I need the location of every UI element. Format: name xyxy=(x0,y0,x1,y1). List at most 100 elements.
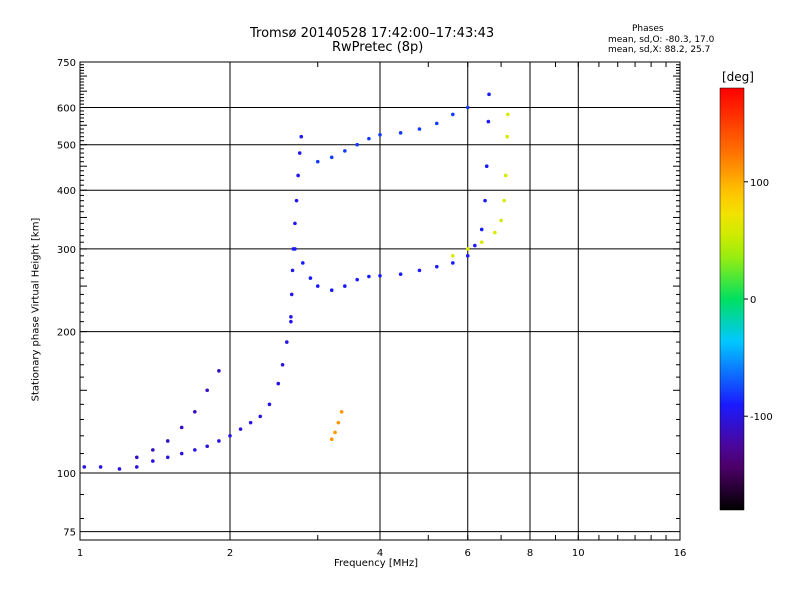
y-tick-label: 100 xyxy=(57,469,76,480)
colorbar-tick-label: 0 xyxy=(750,295,756,306)
data-point xyxy=(238,427,243,431)
data-point xyxy=(299,134,304,139)
data-point xyxy=(465,247,470,251)
data-point xyxy=(294,198,299,203)
data-point xyxy=(82,465,87,469)
data-point xyxy=(315,284,320,288)
y-tick-label: 750 xyxy=(57,58,76,69)
x-tick-label: 2 xyxy=(227,548,233,559)
data-point xyxy=(378,132,382,137)
data-point xyxy=(398,272,403,277)
data-point xyxy=(484,164,489,168)
data-point xyxy=(205,388,209,393)
data-point xyxy=(165,439,170,443)
data-point xyxy=(483,198,487,203)
data-point xyxy=(248,420,253,425)
data-point xyxy=(343,284,347,288)
data-point xyxy=(151,448,155,452)
data-point xyxy=(479,227,484,232)
y-tick-label: 200 xyxy=(57,328,76,339)
plot-frame xyxy=(79,61,681,541)
data-point xyxy=(355,142,359,147)
stats-o-mode: mean, sd,O: -80.3, 17.0 xyxy=(608,35,715,45)
y-tick-label: 300 xyxy=(57,245,76,256)
data-point xyxy=(165,455,170,460)
x-tick-label: 8 xyxy=(527,548,533,559)
data-point xyxy=(293,247,297,251)
data-point xyxy=(451,261,455,265)
data-point xyxy=(333,430,337,435)
data-point xyxy=(465,254,470,258)
chart-title: Tromsø 20140528 17:42:00–17:43:43 xyxy=(250,26,495,41)
y-tick-label: 75 xyxy=(63,528,76,539)
data-point xyxy=(451,112,455,117)
data-point xyxy=(179,451,184,456)
x-tick-label: 4 xyxy=(377,548,383,559)
x-tick-label: 1 xyxy=(77,548,83,559)
data-point xyxy=(193,409,197,414)
data-point xyxy=(505,134,509,139)
data-point xyxy=(329,288,334,293)
x-axis-label: Frequency [MHz] xyxy=(334,558,419,569)
data-point xyxy=(296,173,300,178)
x-tick-label: 16 xyxy=(674,548,687,559)
data-point xyxy=(367,274,371,279)
data-point xyxy=(98,465,103,469)
colorbar-tick-label: -100 xyxy=(750,412,773,423)
data-point xyxy=(276,381,281,386)
data-point xyxy=(297,151,302,155)
data-point xyxy=(343,149,347,153)
data-point xyxy=(289,319,293,324)
data-point xyxy=(134,465,139,469)
data-point xyxy=(434,264,439,269)
data-point xyxy=(289,292,294,297)
data-point xyxy=(355,277,359,282)
colorbar-label: [deg] xyxy=(722,70,754,84)
y-axis-label: Stationary phase Virtual Height [km] xyxy=(30,217,42,402)
x-tick-label: 6 xyxy=(465,548,471,559)
data-point xyxy=(308,276,313,280)
y-tick-label: 500 xyxy=(57,141,76,152)
data-point xyxy=(336,420,341,425)
y-tick-label: 600 xyxy=(57,104,76,115)
data-point xyxy=(289,315,293,319)
data-point xyxy=(179,425,184,430)
data-point xyxy=(487,92,491,97)
data-point xyxy=(493,230,497,235)
y-tick-label: 400 xyxy=(57,186,76,197)
data-point xyxy=(267,402,272,407)
data-point xyxy=(329,437,334,442)
chart-subtitle: RwPretec (8p) xyxy=(332,40,424,55)
data-point xyxy=(193,448,197,452)
colorbar-tick-label: 100 xyxy=(750,178,769,189)
data-point xyxy=(502,198,506,203)
stats-heading: Phases xyxy=(632,24,664,34)
data-point xyxy=(293,221,297,226)
data-point xyxy=(117,467,122,471)
data-point xyxy=(378,273,382,278)
data-point xyxy=(280,362,285,367)
data-point xyxy=(329,155,334,160)
data-point xyxy=(217,439,221,443)
data-point xyxy=(284,340,289,344)
data-point xyxy=(503,173,508,178)
data-point xyxy=(301,261,305,265)
data-point xyxy=(417,127,422,131)
data-point xyxy=(134,455,139,460)
data-point xyxy=(367,136,371,141)
data-point xyxy=(290,268,295,273)
data-point xyxy=(228,434,232,438)
x-tick-label: 10 xyxy=(572,548,585,559)
data-point xyxy=(205,444,209,449)
data-point xyxy=(398,131,403,135)
data-point xyxy=(486,119,491,124)
data-point xyxy=(339,409,344,414)
data-point xyxy=(473,243,477,248)
data-point xyxy=(151,459,155,463)
data-point xyxy=(434,121,439,126)
data-point xyxy=(505,112,510,117)
data-point xyxy=(465,105,470,110)
data-point xyxy=(451,254,455,258)
